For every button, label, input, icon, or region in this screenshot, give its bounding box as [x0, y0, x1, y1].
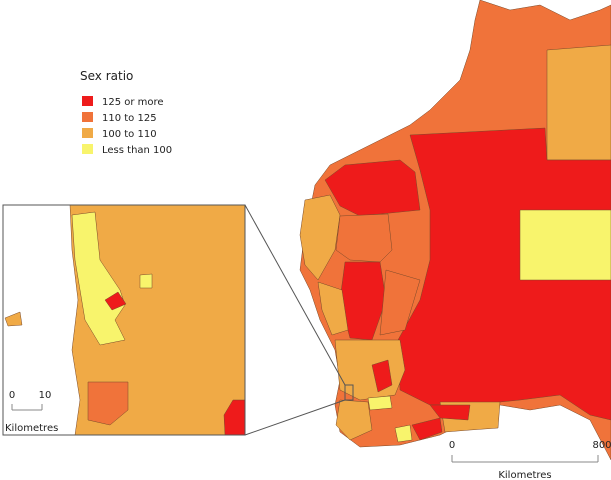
region — [335, 399, 373, 441]
scale-label: 0 — [449, 440, 455, 451]
region — [335, 213, 393, 263]
inset-locator — [344, 384, 354, 401]
legend-label: 100 to 110 — [102, 129, 157, 140]
region — [71, 211, 126, 346]
region — [367, 395, 393, 411]
inset-connector — [244, 399, 346, 436]
legend-label: 110 to 125 — [102, 113, 157, 124]
scale-unit: Kilometres — [5, 423, 58, 434]
scale-label: 10 — [39, 390, 52, 401]
region — [411, 417, 443, 441]
legend-swatch — [82, 128, 93, 138]
legend: Sex ratio 125 or more 110 to 125 100 to 11… — [80, 69, 172, 156]
inset-scale-bar: 0 10 Kilometres — [5, 390, 58, 434]
region — [4, 311, 23, 327]
region — [429, 404, 471, 421]
region — [379, 269, 421, 336]
region — [104, 291, 127, 311]
scale-bar: 0 800 Kilometres — [449, 440, 611, 480]
region — [139, 273, 153, 289]
region — [324, 159, 421, 217]
region — [317, 281, 349, 336]
legend-label: 125 or more — [102, 97, 164, 108]
region — [546, 44, 611, 161]
region — [394, 424, 413, 443]
region — [519, 209, 611, 281]
inset-map — [2, 204, 354, 436]
legend-swatch — [82, 144, 93, 154]
legend-swatch — [82, 112, 93, 122]
legend-swatch — [82, 96, 93, 106]
legend-items: 125 or more 110 to 125 100 to 110 Less than… — [82, 96, 172, 156]
region — [371, 359, 393, 393]
scale-unit: Kilometres — [498, 470, 551, 480]
inset-connector — [244, 204, 346, 386]
region — [87, 381, 129, 426]
region — [299, 194, 341, 281]
inset-frame — [2, 204, 246, 436]
main-map — [299, 0, 611, 461]
scale-label: 0 — [9, 390, 15, 401]
legend-title: Sex ratio — [80, 69, 133, 83]
scale-label: 800 — [592, 440, 611, 451]
legend-label: Less than 100 — [102, 145, 172, 156]
